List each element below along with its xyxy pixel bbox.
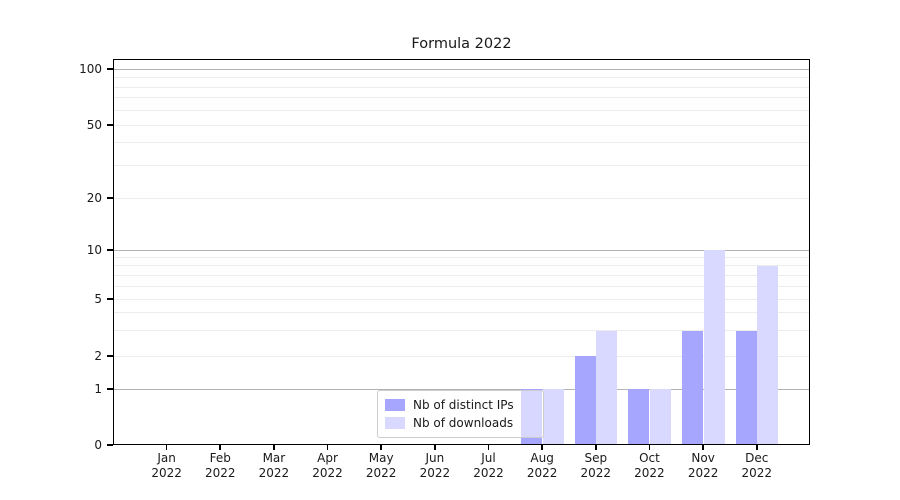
- legend-label-downloads: Nb of downloads: [413, 416, 514, 430]
- minor-gridline-60: [114, 109, 809, 111]
- major-gridline-100: [114, 68, 809, 70]
- x-tick-may: [380, 445, 382, 450]
- legend-swatch-downloads-icon: [385, 417, 405, 429]
- y-tick-label-100: 100: [79, 62, 102, 76]
- minor-gridline-6: [114, 285, 809, 287]
- x-tick-label-mar: Mar 2022: [258, 451, 290, 480]
- bar-distinct-ips-oct: [628, 389, 650, 445]
- y-tick-1: [107, 388, 113, 390]
- x-tick-label-aug: Aug 2022: [526, 451, 558, 480]
- bar-distinct-ips-dec: [735, 330, 757, 445]
- x-tick-label-nov: Nov 2022: [687, 451, 719, 480]
- minor-gridline-20: [114, 197, 809, 199]
- bar-downloads-oct: [649, 389, 671, 445]
- minor-gridline-80: [114, 86, 809, 88]
- x-tick-dec: [755, 445, 758, 450]
- y-tick-50: [107, 124, 113, 126]
- y-tick-0: [107, 444, 113, 446]
- y-tick-label-5: 5: [94, 292, 102, 306]
- y-tick-100: [107, 68, 113, 70]
- x-tick-feb: [219, 445, 222, 450]
- x-tick-label-dec: Dec 2022: [741, 451, 773, 480]
- minor-gridline-8: [114, 265, 809, 267]
- x-tick-label-may: May 2022: [365, 451, 397, 480]
- x-tick-label-jan: Jan 2022: [151, 451, 182, 480]
- major-gridline-10: [114, 249, 809, 251]
- minor-gridline-7: [114, 274, 809, 276]
- y-tick-label-2: 2: [94, 349, 102, 363]
- x-tick-oct: [648, 445, 651, 450]
- y-tick-20: [107, 197, 113, 199]
- y-tick-label-0: 0: [94, 438, 102, 452]
- x-tick-label-feb: Feb 2022: [204, 451, 236, 480]
- legend-item-distinct-ips: Nb of distinct IPs: [385, 398, 535, 412]
- x-tick-jul: [487, 445, 490, 450]
- x-tick-label-apr: Apr 2022: [312, 451, 343, 480]
- minor-gridline-90: [114, 77, 809, 78]
- y-tick-2: [107, 355, 113, 357]
- x-tick-jan: [165, 445, 168, 450]
- y-tick-10: [107, 249, 113, 251]
- minor-gridline-5: [114, 298, 809, 300]
- minor-gridline-30: [114, 165, 809, 167]
- x-tick-label-jun: Jun 2022: [419, 451, 451, 480]
- legend-label-distinct-ips: Nb of distinct IPs: [413, 398, 514, 412]
- bar-downloads-sep: [596, 330, 618, 445]
- minor-gridline-70: [114, 97, 809, 99]
- bar-downloads-dec: [757, 265, 779, 445]
- x-tick-sep: [595, 445, 597, 450]
- minor-gridline-2: [114, 355, 809, 357]
- chart-title: Formula 2022: [411, 36, 512, 52]
- x-tick-nov: [702, 445, 704, 450]
- minor-gridline-9: [114, 256, 809, 258]
- x-tick-apr: [326, 445, 329, 450]
- x-tick-label-jul: Jul 2022: [473, 451, 504, 480]
- minor-gridline-40: [114, 142, 809, 144]
- x-tick-label-sep: Sep 2022: [580, 451, 612, 480]
- x-tick-jun: [434, 445, 436, 450]
- legend-swatch-distinct-ips-icon: [385, 399, 405, 411]
- legend: Nb of distinct IPs Nb of downloads: [377, 390, 544, 438]
- x-tick-label-oct: Oct 2022: [634, 451, 665, 480]
- major-gridline-1: [114, 388, 809, 390]
- y-tick-label-1: 1: [94, 382, 102, 396]
- x-tick-aug: [541, 445, 543, 450]
- legend-item-downloads: Nb of downloads: [385, 416, 535, 430]
- y-tick-label-20: 20: [86, 191, 102, 205]
- bar-downloads-nov: [703, 250, 725, 445]
- minor-gridline-4: [114, 312, 809, 314]
- bar-downloads-aug: [542, 389, 564, 445]
- y-tick-label-10: 10: [86, 243, 102, 257]
- bar-distinct-ips-sep: [574, 356, 596, 445]
- bar-distinct-ips-nov: [682, 330, 704, 445]
- y-tick-label-50: 50: [86, 118, 102, 132]
- x-tick-mar: [273, 445, 275, 450]
- minor-gridline-3: [114, 330, 809, 332]
- y-tick-5: [107, 298, 113, 300]
- minor-gridline-50: [114, 124, 809, 126]
